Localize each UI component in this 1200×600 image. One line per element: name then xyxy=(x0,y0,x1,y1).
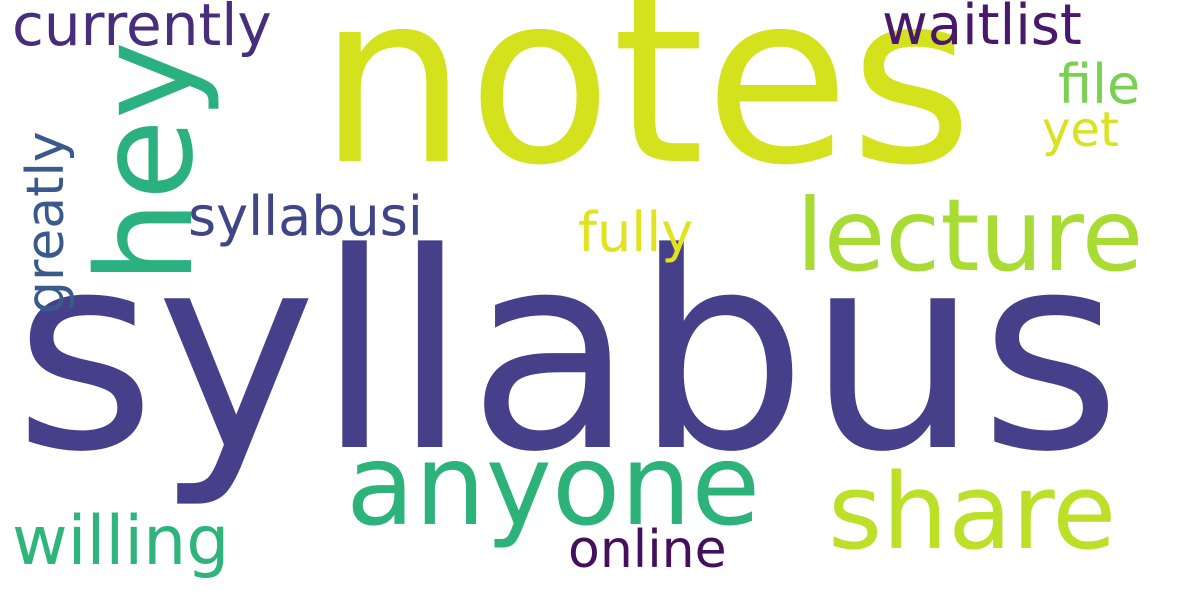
word-greatly: greatly xyxy=(16,131,76,314)
word-yet: yet xyxy=(1042,102,1119,158)
word-online: online xyxy=(568,520,727,580)
word-notes: notes xyxy=(318,0,973,217)
word-currently: currently xyxy=(12,0,272,59)
word-willing: willing xyxy=(12,502,230,581)
word-waitlist: waitlist xyxy=(882,0,1082,58)
word-share: share xyxy=(828,451,1117,573)
word-syllabus: syllabus xyxy=(14,196,1122,512)
word-fully: fully xyxy=(578,201,694,264)
word-lecture: lecture xyxy=(796,177,1144,294)
word-file: file xyxy=(1058,53,1141,116)
word-syllabusi: syllabusi xyxy=(188,185,423,248)
word-anyone: anyone xyxy=(346,421,761,551)
